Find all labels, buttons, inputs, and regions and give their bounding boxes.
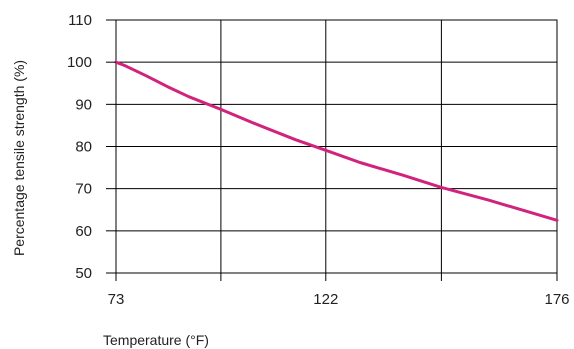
grid: [115, 19, 558, 274]
y-tick-label: 110: [68, 12, 92, 29]
series-line: [114, 60, 559, 222]
y-tick-label: 90: [75, 96, 92, 113]
y-axis-label: Percentage tensile strength (%): [11, 60, 27, 256]
y-tick-label: 80: [75, 139, 92, 156]
x-axis-ticks: 73 122 176: [108, 273, 570, 308]
y-axis-ticks: 50 60 70 80 90 100 110: [67, 12, 116, 282]
y-tick-label: 60: [75, 223, 92, 240]
x-tick-label: 122: [313, 291, 338, 308]
y-tick-label: 70: [75, 181, 92, 198]
x-tick-label: 73: [108, 291, 125, 308]
x-axis-label: Temperature (°F): [103, 332, 209, 348]
y-tick-label: 50: [75, 265, 92, 282]
series-layer: [114, 60, 559, 222]
x-tick-label: 176: [544, 291, 569, 308]
y-tick-label: 100: [67, 54, 92, 71]
